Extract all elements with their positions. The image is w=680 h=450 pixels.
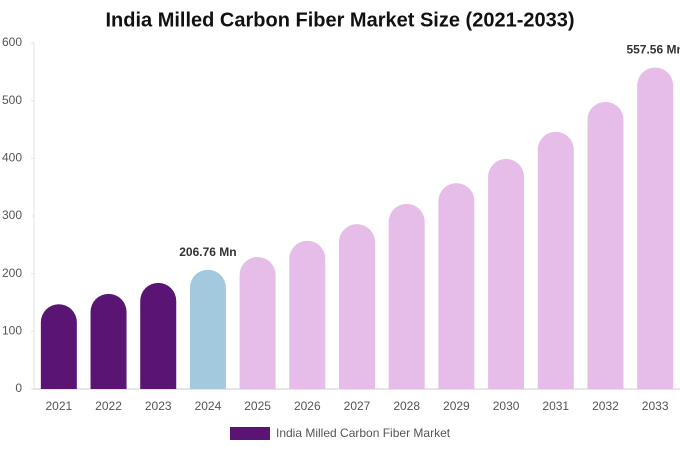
y-tick-label: 0 [15, 381, 22, 395]
data-label: 557.56 Mn [626, 43, 680, 57]
bar [388, 203, 425, 389]
x-tick-label: 2022 [95, 399, 122, 413]
x-tick-label: 2021 [45, 399, 72, 413]
bar [40, 304, 77, 389]
x-tick-label: 2025 [244, 399, 271, 413]
bar [189, 269, 226, 389]
bar [90, 293, 127, 389]
bar [140, 282, 177, 389]
legend-label: India Milled Carbon Fiber Market [276, 426, 451, 440]
y-tick-label: 300 [2, 208, 22, 222]
legend-swatch [230, 427, 270, 440]
bar [239, 256, 276, 389]
bar [537, 131, 574, 389]
data-label: 206.76 Mn [179, 245, 236, 259]
x-tick-label: 2031 [542, 399, 569, 413]
bar [488, 158, 525, 389]
y-tick-label: 100 [2, 324, 22, 338]
bar [587, 101, 624, 389]
y-tick-label: 400 [2, 151, 22, 165]
bar [637, 67, 674, 389]
x-tick-label: 2033 [642, 399, 669, 413]
chart-title: India Milled Carbon Fiber Market Size (2… [105, 9, 574, 31]
x-tick-label: 2024 [195, 399, 222, 413]
bar [339, 224, 375, 389]
y-tick-label: 200 [2, 266, 22, 280]
x-tick-label: 2029 [443, 399, 470, 413]
y-tick-label: 500 [2, 93, 22, 107]
x-tick-label: 2027 [344, 399, 371, 413]
x-tick-label: 2028 [393, 399, 420, 413]
x-tick-label: 2023 [145, 399, 172, 413]
x-tick-label: 2030 [493, 399, 520, 413]
bar [289, 240, 326, 389]
bar [438, 183, 475, 389]
y-tick-label: 600 [2, 35, 22, 49]
x-tick-label: 2032 [592, 399, 619, 413]
x-tick-label: 2026 [294, 399, 321, 413]
